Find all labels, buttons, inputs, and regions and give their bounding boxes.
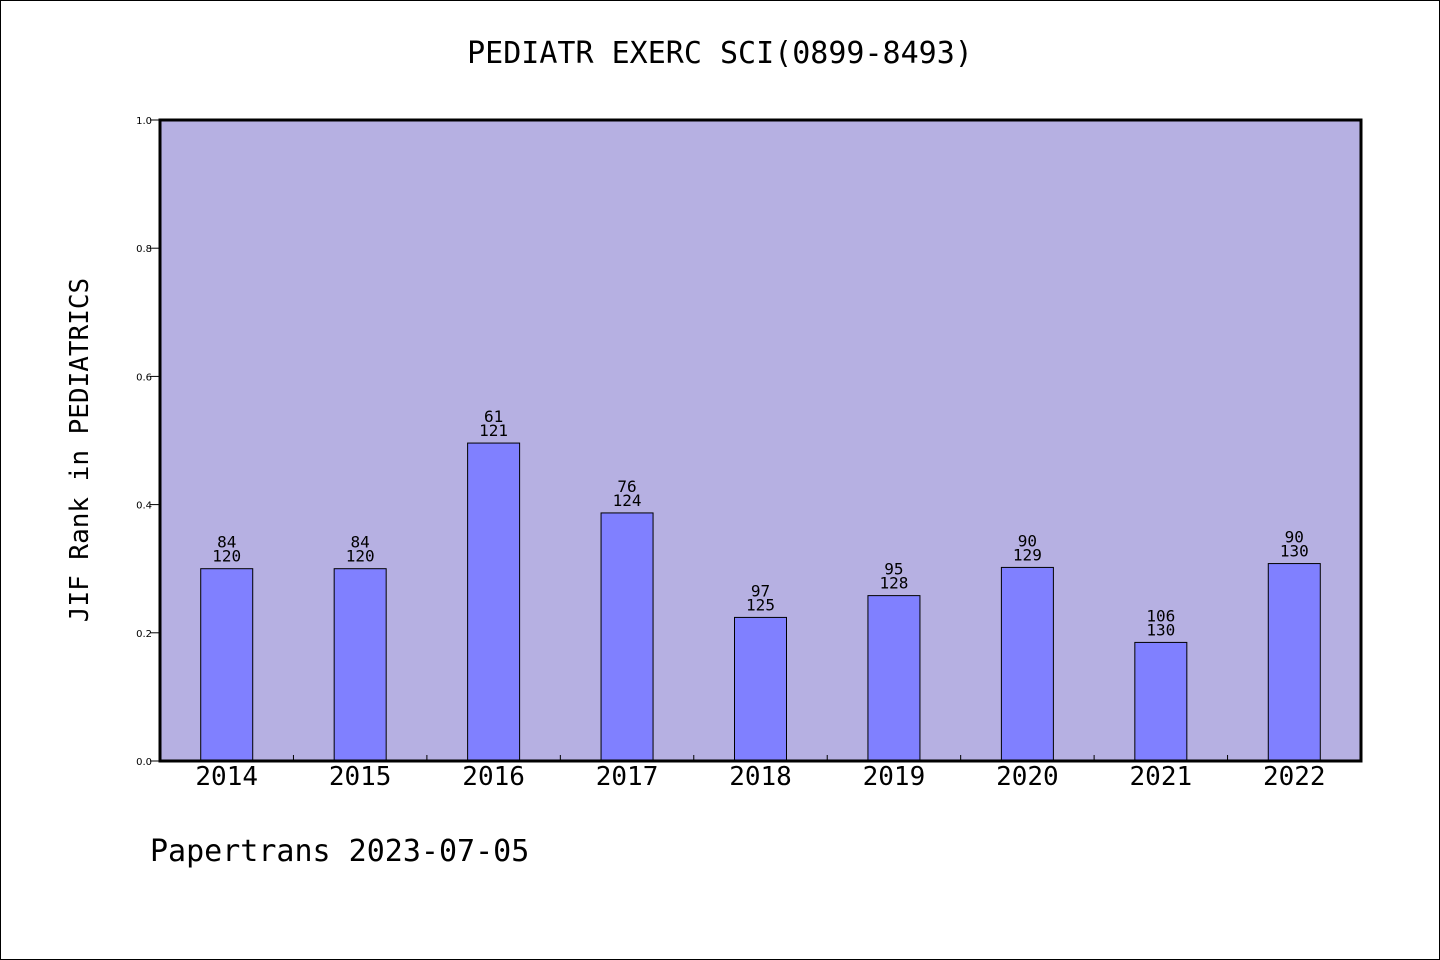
y-tick-label: 0.4: [136, 501, 152, 512]
bar: [467, 442, 521, 762]
bar: [1000, 566, 1054, 762]
y-tick-label: 0.0: [136, 757, 152, 768]
bar-total-label: 130: [1146, 620, 1175, 639]
y-tick-label: 0.6: [136, 372, 152, 383]
bar-total-label: 128: [879, 574, 908, 593]
chart-title: PEDIATR EXERC SCI(0899-8493): [467, 36, 973, 71]
bar-total-label: 120: [212, 547, 241, 566]
x-tick-label: 2022: [1263, 762, 1326, 792]
x-tick-label: 2018: [729, 762, 792, 792]
bar: [600, 512, 654, 762]
x-tick-label: 2015: [329, 762, 392, 792]
bar-total-label: 130: [1280, 542, 1309, 561]
bar: [200, 568, 254, 762]
bar-rank-label: 95: [884, 560, 903, 579]
bar-rank-label: 76: [617, 477, 636, 496]
bar-total-label: 129: [1013, 545, 1042, 564]
footer-credit: Papertrans 2023-07-05: [150, 834, 530, 869]
x-tick-label: 2017: [596, 762, 659, 792]
bar-rank-label: 90: [1018, 531, 1037, 550]
bar: [1134, 641, 1188, 762]
bar-rank-label: 97: [751, 581, 770, 600]
x-tick-label: 2014: [195, 762, 258, 792]
bar-total-label: 121: [479, 421, 508, 440]
y-tick-label: 0.8: [136, 244, 152, 255]
plot-border: [158, 118, 1363, 763]
x-tick-label: 2021: [1130, 762, 1193, 792]
bar-total-label: 125: [746, 595, 775, 614]
bar-total-label: 124: [613, 491, 642, 510]
bar: [333, 568, 387, 762]
bar-rank-label: 90: [1285, 528, 1304, 547]
bar-rank-label: 61: [484, 407, 503, 426]
x-tick-label: 2019: [863, 762, 926, 792]
bar-total-label: 120: [346, 547, 375, 566]
bar-rank-label: 84: [217, 533, 236, 552]
bar-rank-label: 106: [1146, 606, 1175, 625]
bar: [734, 616, 787, 762]
x-tick-label: 2016: [462, 762, 525, 792]
bar: [867, 595, 921, 762]
y-tick-label: 0.2: [136, 629, 152, 640]
bar: [1267, 563, 1321, 762]
y-tick-label: 1.0: [136, 116, 152, 127]
x-tick-label: 2020: [996, 762, 1059, 792]
bar-rank-label: 84: [351, 533, 370, 552]
